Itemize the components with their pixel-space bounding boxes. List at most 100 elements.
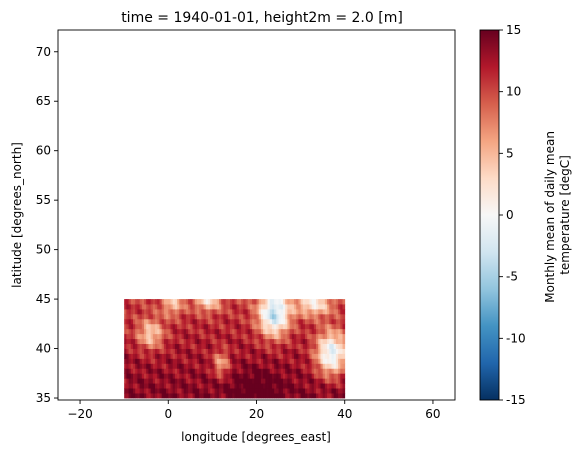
heatmap-cell bbox=[256, 393, 260, 399]
heatmap-cell bbox=[287, 378, 290, 384]
heatmap-cell bbox=[335, 323, 339, 330]
heatmap-cell bbox=[221, 318, 224, 325]
heatmap-cell bbox=[316, 323, 319, 330]
heatmap-cell bbox=[152, 383, 156, 389]
heatmap-cell bbox=[278, 358, 282, 364]
heatmap-cell bbox=[152, 353, 156, 359]
heatmap-cell bbox=[152, 368, 156, 374]
heatmap-cell bbox=[212, 373, 215, 379]
heatmap-cell bbox=[241, 333, 244, 340]
heatmap-cell bbox=[305, 328, 308, 335]
heatmap-cell bbox=[278, 304, 282, 310]
heatmap-cell bbox=[331, 313, 335, 320]
heatmap-cell bbox=[241, 368, 244, 374]
heatmap-cell bbox=[207, 333, 211, 340]
heatmap-cell bbox=[152, 363, 156, 369]
heatmap-cell bbox=[322, 383, 326, 389]
heatmap-cell bbox=[298, 373, 302, 379]
heatmap-cell bbox=[269, 388, 273, 394]
heatmap-cell bbox=[203, 383, 207, 389]
heatmap-cell bbox=[177, 373, 180, 379]
heatmap-cell bbox=[256, 308, 260, 315]
heatmap-cell bbox=[285, 378, 288, 384]
heatmap-cell bbox=[265, 304, 268, 310]
heatmap-cell bbox=[296, 308, 299, 315]
heatmap-cell bbox=[163, 328, 167, 335]
heatmap-cell bbox=[271, 348, 275, 354]
heatmap-cell bbox=[338, 388, 341, 394]
x-axis-label: longitude [degrees_east] bbox=[181, 430, 331, 444]
heatmap-cell bbox=[168, 313, 171, 320]
heatmap-cell bbox=[137, 363, 141, 369]
heatmap-cell bbox=[241, 363, 244, 369]
heatmap-cell bbox=[130, 343, 134, 349]
heatmap-cell bbox=[258, 383, 262, 389]
heatmap-cell bbox=[280, 328, 284, 335]
heatmap-cell bbox=[307, 368, 310, 374]
heatmap-cell bbox=[289, 393, 293, 399]
heatmap-cell bbox=[309, 318, 313, 325]
heatmap-cell bbox=[146, 378, 149, 384]
heatmap-cell bbox=[177, 318, 180, 325]
heatmap-cell bbox=[188, 313, 191, 320]
heatmap-cell bbox=[185, 343, 189, 349]
heatmap-cell bbox=[216, 358, 220, 364]
heatmap-cell bbox=[280, 383, 284, 389]
heatmap-cell bbox=[234, 318, 238, 325]
heatmap-cell bbox=[267, 363, 271, 369]
heatmap-cell bbox=[227, 358, 231, 364]
heatmap-cell bbox=[260, 393, 264, 399]
heatmap-cell bbox=[161, 368, 165, 374]
heatmap-cell bbox=[214, 378, 218, 384]
heatmap-cell bbox=[267, 323, 271, 330]
heatmap-cell bbox=[221, 333, 224, 340]
heatmap-cell bbox=[227, 353, 231, 359]
heatmap-cell bbox=[159, 363, 163, 369]
heatmap-cell bbox=[177, 383, 180, 389]
heatmap-cell bbox=[146, 388, 149, 394]
heatmap-cell bbox=[135, 383, 138, 389]
heatmap-cell bbox=[199, 393, 202, 399]
heatmap-cell bbox=[260, 313, 264, 320]
heatmap-cell bbox=[174, 368, 178, 374]
heatmap-cell bbox=[214, 299, 218, 305]
heatmap-cell bbox=[219, 393, 222, 399]
heatmap-cell bbox=[280, 363, 284, 369]
heatmap-cell bbox=[177, 368, 180, 374]
heatmap-cell bbox=[276, 358, 279, 364]
heatmap-cell bbox=[333, 368, 337, 374]
heatmap-cell bbox=[238, 373, 242, 379]
heatmap-cell bbox=[300, 304, 304, 310]
heatmap-cell bbox=[150, 373, 154, 379]
heatmap-cell bbox=[287, 308, 290, 315]
heatmap-cell bbox=[282, 353, 286, 359]
heatmap-cell bbox=[132, 363, 136, 369]
heatmap-cell bbox=[126, 388, 129, 394]
heatmap-cell bbox=[322, 333, 326, 340]
heatmap-cell bbox=[148, 358, 152, 364]
heatmap-cell bbox=[126, 318, 129, 325]
heatmap-cell bbox=[311, 323, 315, 330]
heatmap-cell bbox=[188, 368, 191, 374]
heatmap-cell bbox=[190, 299, 193, 305]
heatmap-cell bbox=[161, 338, 165, 345]
heatmap-cell bbox=[298, 313, 302, 320]
heatmap-cell bbox=[249, 358, 253, 364]
heatmap-cell bbox=[163, 368, 167, 374]
heatmap-cell bbox=[254, 373, 257, 379]
heatmap-cell bbox=[135, 393, 138, 399]
heatmap-cell bbox=[177, 308, 180, 315]
heatmap-cell bbox=[179, 313, 182, 320]
heatmap-cell bbox=[230, 308, 233, 315]
heatmap-cell bbox=[168, 328, 171, 335]
heatmap-cell bbox=[280, 368, 284, 374]
heatmap-cell bbox=[278, 368, 282, 374]
heatmap-cell bbox=[199, 353, 202, 359]
heatmap-cell bbox=[163, 343, 167, 349]
heatmap-cell bbox=[232, 363, 235, 369]
heatmap-cell bbox=[146, 304, 149, 310]
heatmap-cell bbox=[141, 383, 145, 389]
heatmap-cell bbox=[170, 363, 174, 369]
heatmap-cell bbox=[316, 333, 319, 340]
heatmap-cell bbox=[305, 308, 308, 315]
